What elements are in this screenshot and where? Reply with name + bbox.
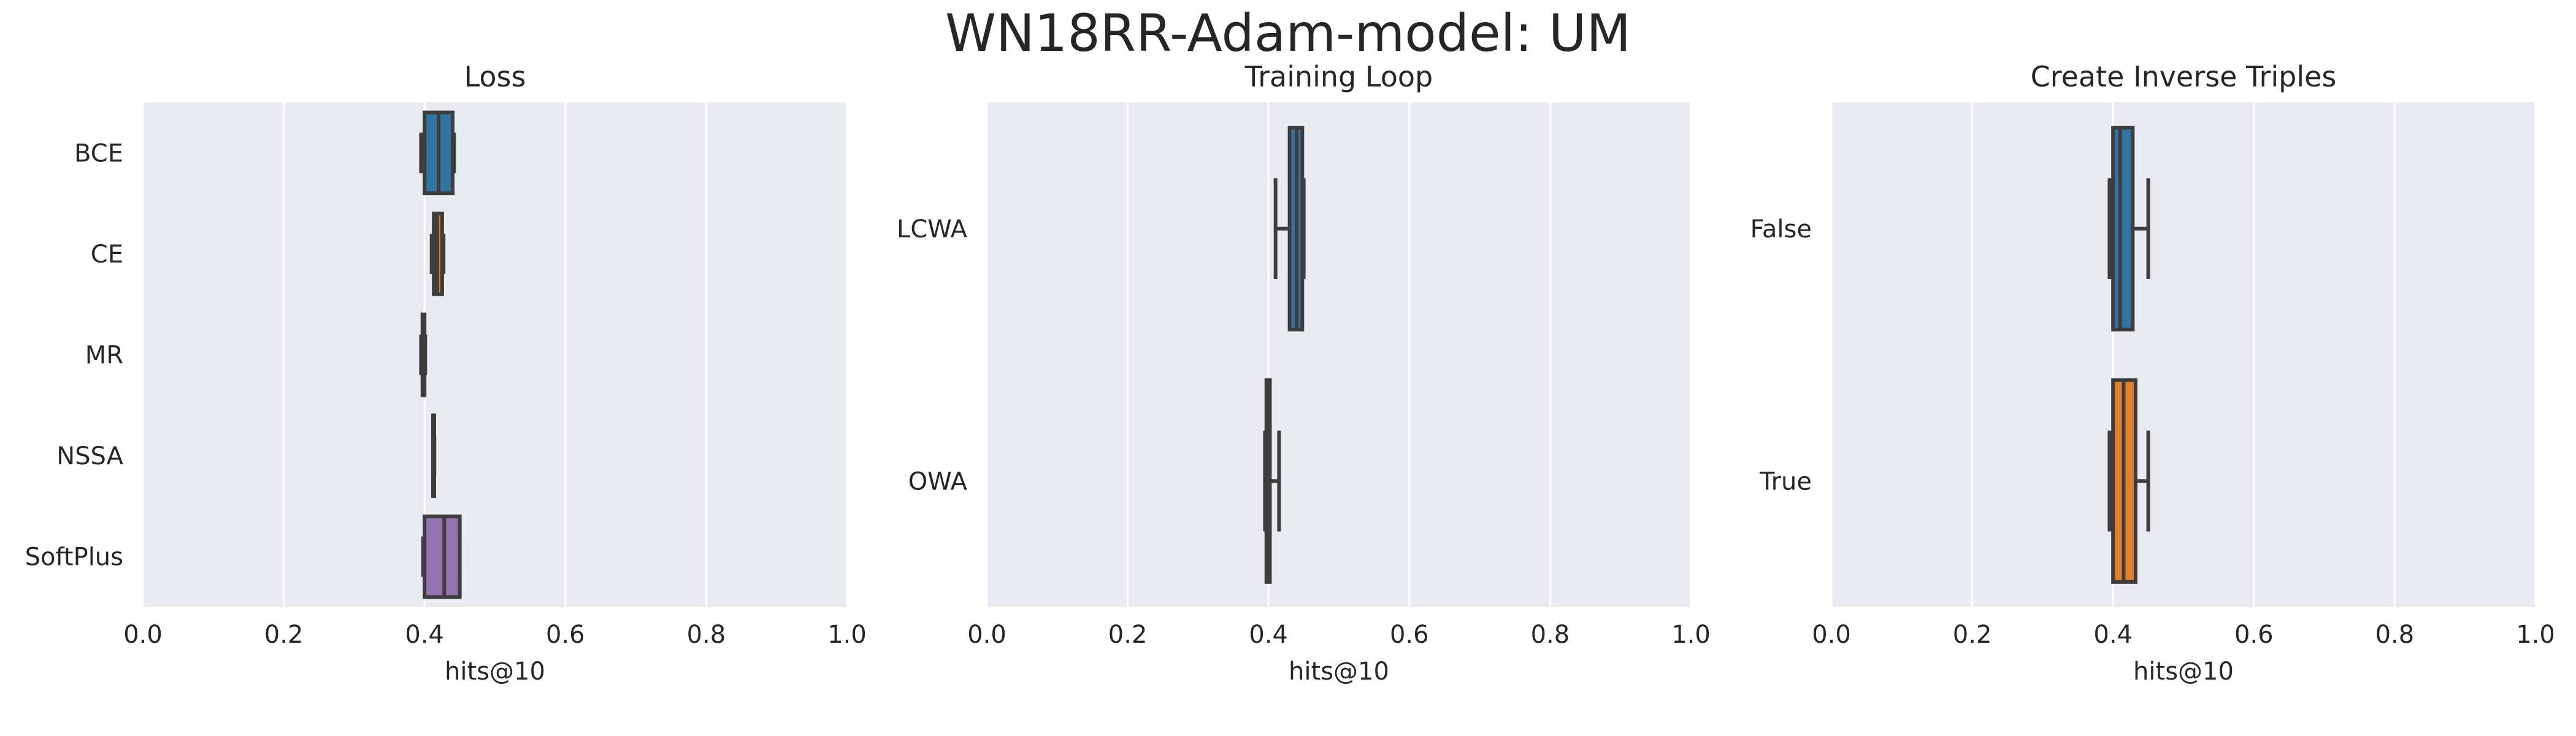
panel-title: Training Loop	[1244, 60, 1433, 93]
x-tick-label: 0.6	[546, 621, 585, 649]
x-tick-label: 0.8	[2375, 621, 2415, 649]
y-tick-label: SoftPlus	[25, 543, 123, 572]
x-tick-label: 0.4	[405, 621, 444, 649]
box-false	[2111, 126, 2135, 332]
x-tick-label: 0.2	[1108, 621, 1148, 649]
x-tick-label: 1.0	[827, 621, 867, 649]
y-tick-label: LCWA	[897, 215, 968, 243]
x-tick-label: 0.4	[1249, 621, 1288, 649]
x-tick-label: 0.2	[1953, 621, 1992, 649]
x-axis-label: hits@10	[445, 657, 545, 686]
x-tick-label: 0.0	[123, 621, 163, 649]
x-tick-label: 0.2	[264, 621, 304, 649]
x-axis-label: hits@10	[1289, 657, 1389, 686]
panel-title: Create Inverse Triples	[2031, 60, 2337, 93]
x-tick-label: 0.6	[1390, 621, 1429, 649]
panel-title: Loss	[464, 60, 526, 93]
x-tick-label: 0.4	[2093, 621, 2133, 649]
x-tick-label: 1.0	[1671, 621, 1711, 649]
x-tick-label: 0.0	[967, 621, 1006, 649]
y-tick-label: BCE	[74, 139, 123, 167]
x-tick-label: 0.8	[687, 621, 726, 649]
panel-background	[987, 102, 1691, 607]
y-tick-label: OWA	[908, 467, 968, 496]
x-tick-label: 0.6	[2234, 621, 2274, 649]
x-tick-label: 0.0	[1812, 621, 1851, 649]
y-tick-label: NSSA	[56, 442, 123, 470]
y-tick-label: True	[1759, 467, 1812, 496]
panel-background	[143, 102, 847, 607]
panel-background	[1831, 102, 2536, 607]
box-softplus	[423, 514, 462, 599]
x-tick-label: 1.0	[2516, 621, 2555, 649]
y-tick-label: False	[1750, 215, 1812, 243]
y-tick-label: MR	[85, 342, 123, 370]
x-axis-label: hits@10	[2133, 657, 2234, 686]
x-tick-label: 0.8	[1531, 621, 1570, 649]
figure-title: WN18RR-Adam-model: UM	[945, 3, 1631, 63]
y-tick-label: CE	[91, 240, 123, 269]
